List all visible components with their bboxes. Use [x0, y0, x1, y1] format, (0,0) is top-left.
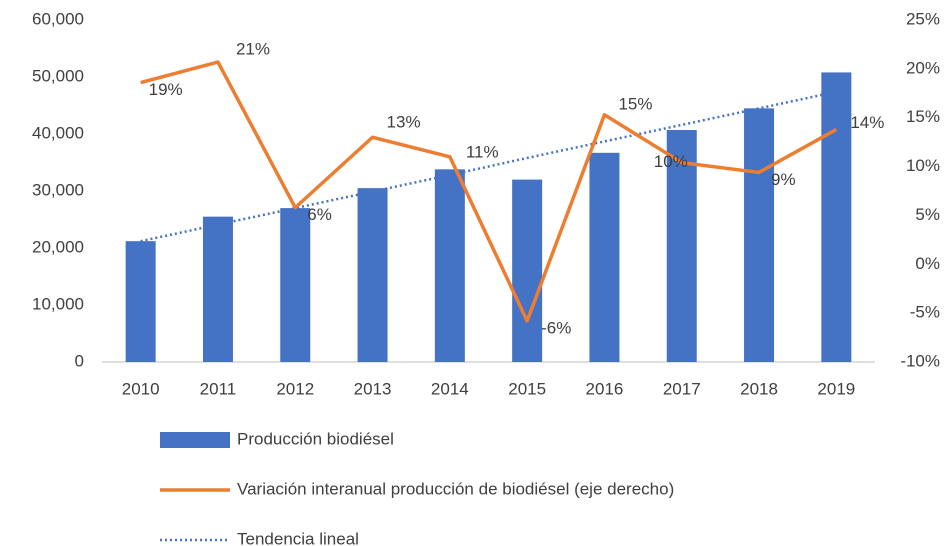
- data-label: 6%: [307, 205, 332, 224]
- y2-tick-label: 10%: [906, 156, 940, 175]
- y-tick-label: 60,000: [32, 9, 84, 28]
- x-tick-label: 2010: [122, 379, 160, 398]
- y2-tick-label: 0%: [915, 254, 940, 273]
- y-tick-label: 30,000: [32, 180, 84, 199]
- bar: [357, 188, 388, 362]
- data-label: 10%: [654, 152, 688, 171]
- y-tick-label: 40,000: [32, 123, 84, 142]
- data-label: 15%: [618, 94, 652, 113]
- legend-swatch: [160, 432, 230, 448]
- y2-tick-label: 25%: [906, 9, 940, 28]
- x-tick-label: 2015: [508, 379, 546, 398]
- data-label: 9%: [771, 170, 796, 189]
- bar: [666, 130, 697, 362]
- trend-line: [140, 90, 837, 243]
- bar: [589, 152, 620, 362]
- legend-label: Tendencia lineal: [237, 529, 359, 546]
- y2-tick-label: 20%: [906, 58, 940, 77]
- data-label: 13%: [387, 113, 421, 132]
- legend-label: Variación interanual producción de biodi…: [237, 479, 674, 498]
- x-tick-label: 2013: [354, 379, 392, 398]
- line-series: [140, 60, 838, 323]
- x-tick-label: 2012: [276, 379, 314, 398]
- y2-tick-label: 5%: [915, 205, 940, 224]
- x-tick-label: 2019: [817, 379, 855, 398]
- y-tick-label: 50,000: [32, 66, 84, 85]
- bar: [280, 208, 311, 362]
- bar: [125, 241, 156, 362]
- x-tick-label: 2017: [663, 379, 701, 398]
- data-label: 14%: [850, 113, 884, 132]
- bar: [202, 216, 233, 362]
- bar: [744, 108, 775, 362]
- data-label: -6%: [541, 318, 571, 337]
- data-label: 19%: [149, 80, 183, 99]
- data-label: 11%: [466, 142, 499, 161]
- y-tick-label: 10,000: [32, 294, 84, 313]
- bar: [512, 179, 543, 362]
- data-label: 21%: [236, 40, 270, 59]
- bar: [821, 72, 852, 362]
- y2-tick-label: 15%: [906, 107, 940, 126]
- y-tick-label: 20,000: [32, 237, 84, 256]
- x-tick-label: 2014: [431, 379, 469, 398]
- y2-tick-label: -5%: [910, 303, 940, 322]
- y2-tick-label: -10%: [900, 351, 940, 370]
- legend-label: Producción biodiésel: [237, 429, 394, 448]
- bar: [434, 169, 465, 362]
- x-tick-label: 2018: [740, 379, 778, 398]
- y-tick-label: 0: [75, 351, 84, 370]
- x-tick-label: 2011: [200, 379, 237, 398]
- x-tick-label: 2016: [586, 379, 624, 398]
